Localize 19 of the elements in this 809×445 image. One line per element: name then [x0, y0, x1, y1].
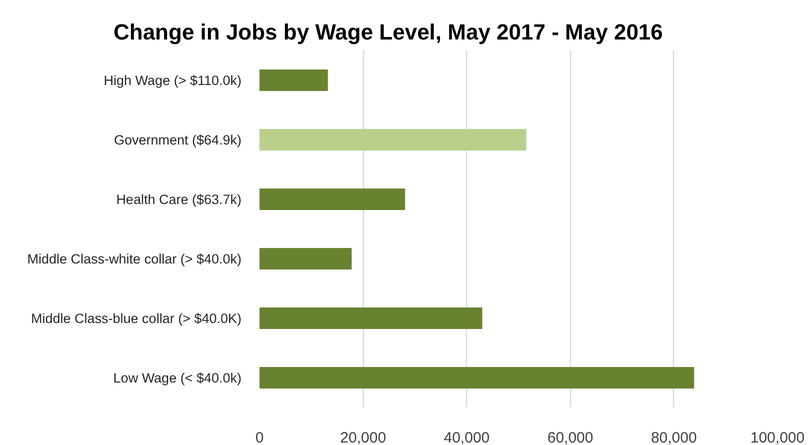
y-tick-label: Government ($64.9k) — [114, 132, 242, 148]
bar — [260, 188, 406, 210]
y-tick-label: Low Wage (< $40.0k) — [113, 370, 242, 386]
x-tick-label: 0 — [255, 430, 264, 445]
bar — [260, 248, 352, 270]
bar — [260, 70, 328, 91]
bar — [260, 129, 526, 150]
y-tick-label: Middle Class-blue collar (> $40.0K) — [31, 310, 242, 326]
x-tick-label: 60,000 — [547, 430, 594, 445]
bar — [260, 308, 482, 329]
chart-title: Change in Jobs by Wage Level, May 2017 - May 2016 — [114, 20, 663, 44]
bar — [260, 367, 694, 388]
x-tick-label: 100,000 — [750, 430, 805, 445]
y-tick-label: High Wage (> $110.0k) — [104, 72, 242, 88]
y-tick-label: Health Care ($63.7k) — [116, 192, 242, 207]
x-tick-label: 80,000 — [650, 430, 697, 445]
x-tick-label: 20,000 — [340, 430, 386, 445]
x-tick-label: 40,000 — [444, 430, 490, 445]
y-tick-label: Middle Class-white collar (> $40.0k) — [27, 251, 242, 266]
